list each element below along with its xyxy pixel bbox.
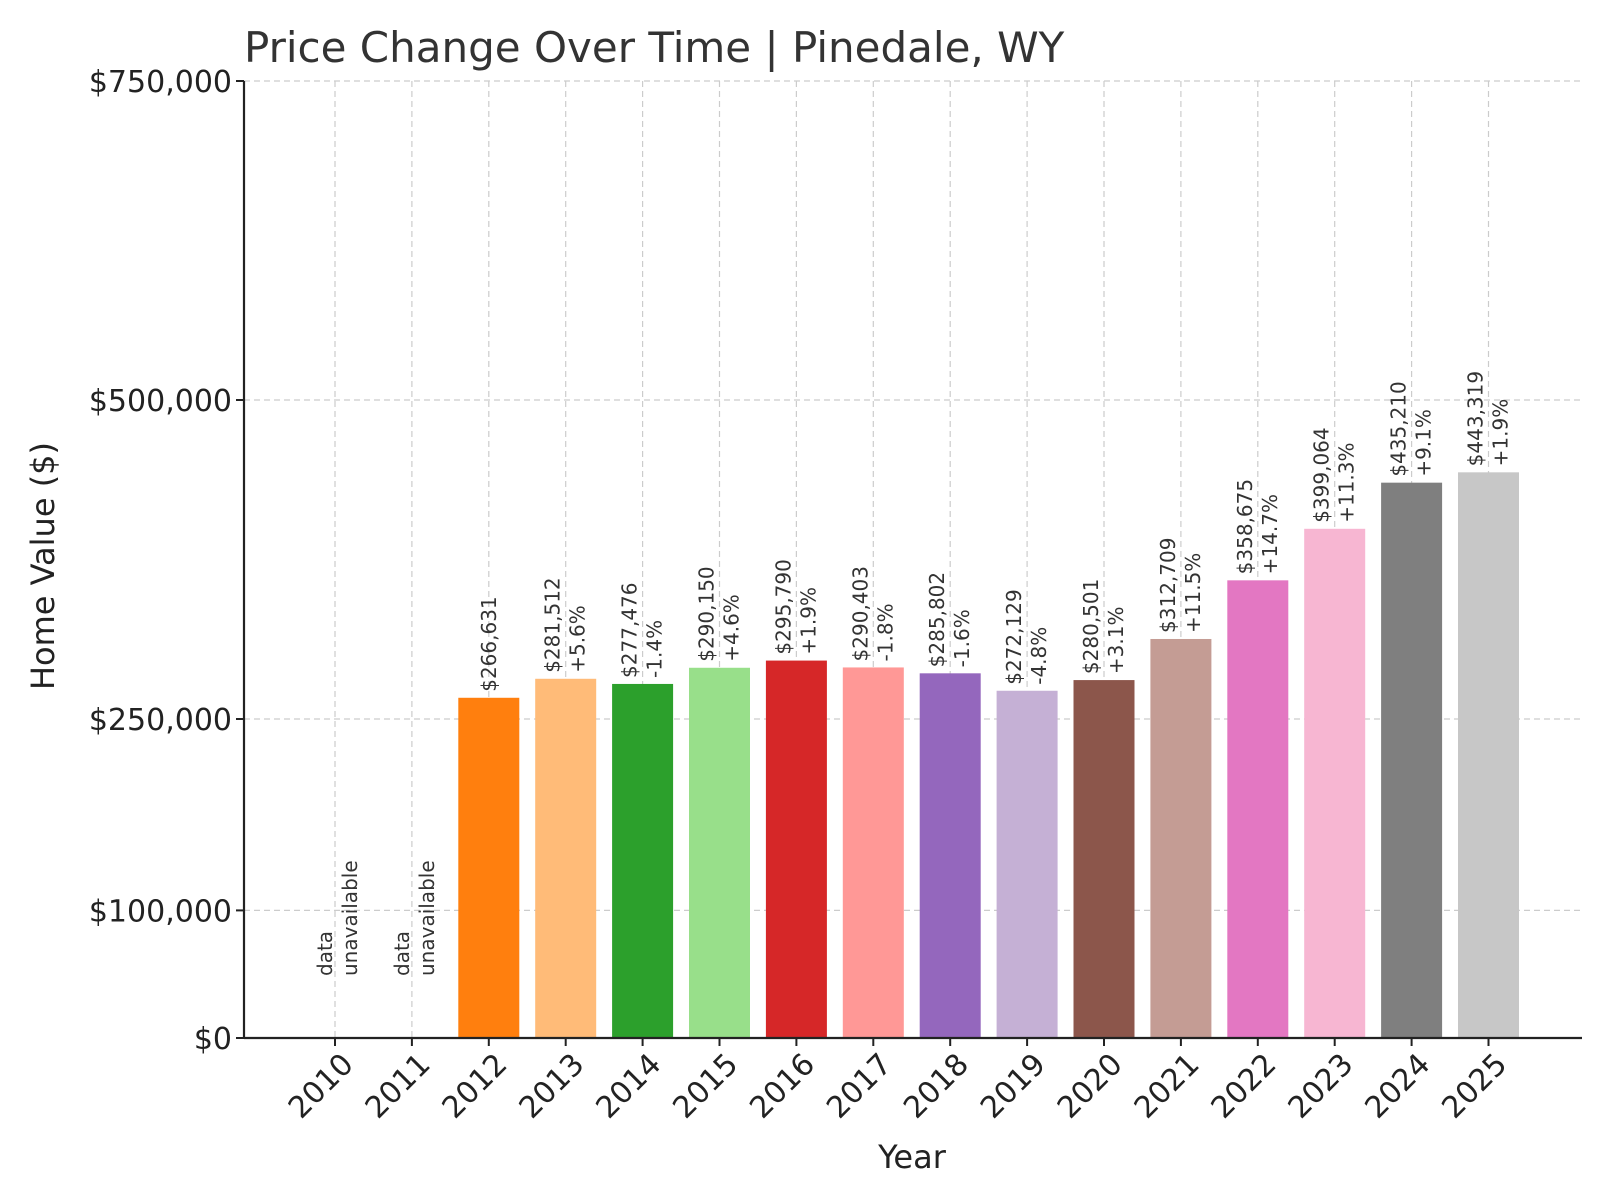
bar	[919, 673, 981, 1038]
bar-value-text: $399,064	[1310, 427, 1334, 522]
bar-change-text: +14.7%	[1258, 494, 1282, 574]
bar	[996, 690, 1058, 1038]
unavailable-label: dataunavailable	[313, 860, 362, 976]
bar-value-text: $358,675	[1233, 479, 1257, 574]
bar-change-text: -1.8%	[873, 603, 897, 661]
bar-change-text: -1.4%	[643, 620, 667, 678]
bar	[689, 667, 750, 1038]
bar-change-text: -1.6%	[950, 609, 974, 667]
bar-labels: dataunavailable dataunavailable$266,631 $2…	[313, 371, 1513, 976]
bar-value-label: $277,476-1.4%	[618, 583, 667, 678]
x-tick-label: 2017	[820, 1047, 899, 1126]
bar	[612, 683, 674, 1038]
x-tick-label: 2023	[1282, 1047, 1361, 1126]
bar	[765, 660, 827, 1038]
bar-change-text: +1.9%	[796, 587, 820, 655]
bar-change-text: +5.6%	[566, 605, 590, 673]
bar-change-text: +3.1%	[1104, 607, 1128, 675]
bar-value-text: $435,210	[1387, 381, 1411, 476]
bar-change-text: +1.9%	[1489, 399, 1513, 467]
unavailable-label-line: unavailable	[338, 860, 362, 976]
x-tick-label: 2016	[743, 1047, 822, 1126]
bar-value-label: $312,709+11.5%	[1156, 538, 1205, 633]
unavailable-label-line: data	[313, 931, 337, 976]
x-tick-label: 2015	[666, 1047, 745, 1126]
x-tick-label: 2018	[897, 1047, 976, 1126]
bar-value-text: $266,631	[477, 596, 501, 691]
unavailable-label: dataunavailable	[390, 860, 439, 976]
x-tick-label: 2019	[974, 1047, 1053, 1126]
bar	[1073, 680, 1135, 1038]
bar	[1381, 482, 1443, 1039]
bar	[842, 667, 904, 1038]
x-tick-label: 2020	[1051, 1047, 1130, 1126]
y-tick-label: $500,000	[89, 384, 232, 419]
bar-change-text: +11.5%	[1181, 553, 1205, 633]
bars	[458, 472, 1519, 1039]
bar	[1227, 580, 1289, 1038]
y-tick-label: $100,000	[89, 894, 232, 929]
x-tick-label: 2024	[1359, 1047, 1438, 1126]
x-tick-label: 2011	[359, 1047, 438, 1126]
y-axis-label: Home Value ($)	[24, 442, 62, 690]
x-tick-label: 2025	[1435, 1047, 1514, 1126]
bar-value-label: $281,512+5.6%	[541, 577, 590, 672]
bar-change-text: +9.1%	[1412, 409, 1436, 477]
x-tick-label: 2022	[1205, 1047, 1284, 1126]
x-tick-label: 2021	[1128, 1047, 1207, 1126]
y-tick-label: $250,000	[89, 703, 232, 738]
bar	[1304, 528, 1366, 1038]
bar-value-label: $295,790+1.9%	[771, 559, 820, 654]
bar-value-text: $285,802	[925, 572, 949, 667]
bar	[535, 678, 597, 1038]
bar	[458, 697, 520, 1038]
y-tick-label: $750,000	[89, 65, 232, 100]
bar-value-text: $295,790	[771, 559, 795, 654]
bar-change-text: +11.3%	[1335, 442, 1359, 522]
chart-title: Price Change Over Time | Pinedale, WY	[244, 23, 1065, 72]
bar-change-text: -4.8%	[1027, 627, 1051, 685]
unavailable-label-line: data	[390, 931, 414, 976]
bar-value-text: $277,476	[618, 583, 642, 678]
bar-value-label: $285,802-1.6%	[925, 572, 974, 667]
bar-value-label: $443,319+1.9%	[1464, 371, 1513, 466]
bar	[1150, 638, 1212, 1038]
bar-value-text: $312,709	[1156, 538, 1180, 633]
bar	[1458, 472, 1519, 1038]
bar-change-text: +4.6%	[720, 594, 744, 662]
x-tick-label: 2012	[436, 1047, 515, 1126]
bar-value-text: $443,319	[1464, 371, 1488, 466]
x-axis-label: Year	[877, 1138, 947, 1176]
bar-value-text: $290,403	[848, 566, 872, 661]
x-tick-label: 2010	[282, 1047, 361, 1126]
unavailable-label-line: unavailable	[415, 860, 439, 976]
bar-value-label: $290,150+4.6%	[695, 566, 744, 661]
bar-value-text: $290,150	[695, 566, 719, 661]
bar-value-label: $399,064+11.3%	[1310, 427, 1359, 522]
bar-value-label: $266,631	[477, 596, 501, 691]
bar-value-label: $358,675+14.7%	[1233, 479, 1282, 574]
bar-value-label: $272,129-4.8%	[1002, 589, 1051, 684]
bar-value-label: $280,501+3.1%	[1079, 579, 1128, 674]
x-tick-label: 2014	[590, 1047, 669, 1126]
bar-value-label: $435,210+9.1%	[1387, 381, 1436, 476]
bar-value-label: $290,403-1.8%	[848, 566, 897, 661]
bar-value-text: $281,512	[541, 577, 565, 672]
x-tick-label: 2013	[513, 1047, 592, 1126]
y-tick-label: $0	[194, 1022, 232, 1057]
bar-value-text: $272,129	[1002, 589, 1026, 684]
bar-value-text: $280,501	[1079, 579, 1103, 674]
